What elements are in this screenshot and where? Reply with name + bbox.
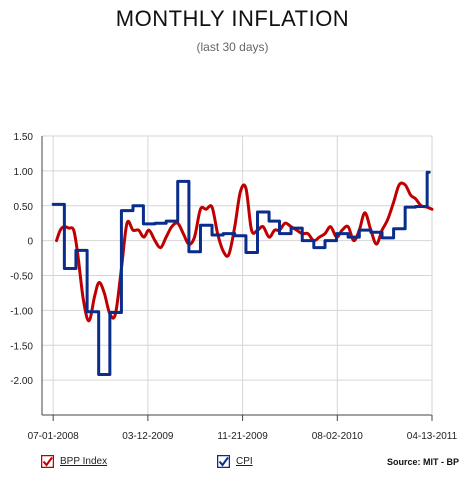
checkbox-bpp-index-icon[interactable]: [41, 455, 54, 468]
x-tick-label: 07-01-2008: [28, 431, 80, 442]
source-label: Source: MIT - BP: [386, 457, 459, 467]
x-tick-label: 03-12-2009: [122, 431, 174, 442]
series-line-bpp-index: [55, 181, 434, 323]
axis-layer: [41, 136, 433, 421]
y-tick-label: -2.00: [10, 376, 33, 387]
legend-label-cpi[interactable]: CPI: [236, 456, 253, 467]
tick-label-layer: 1.50 1.00 0.50 0 -0.50 -1.00 -1.50 -2.00 07-01-2…: [10, 132, 457, 442]
x-tick-label: 04-13-2011: [407, 431, 458, 442]
x-tick-label: 08-02-2010: [312, 431, 364, 442]
y-tick-label: 0.50: [14, 202, 34, 213]
y-tick-label: -0.50: [10, 272, 33, 283]
series-line-cpi: [51, 170, 431, 377]
chart-subtitle: (last 30 days): [196, 40, 269, 54]
inflation-chart: 1.50 1.00 0.50 0 -0.50 -1.00 -1.50 -2.00 07-01-2…: [10, 132, 457, 442]
y-tick-label: 0: [27, 237, 33, 248]
y-tick-label: -1.00: [10, 306, 33, 317]
series-layer: [51, 170, 434, 377]
y-tick-label: 1.50: [14, 132, 34, 143]
legend-item-bpp-index[interactable]: BPP Index: [41, 455, 107, 468]
chart-title: MONTHLY INFLATION: [115, 6, 350, 31]
y-tick-label: -1.50: [10, 341, 33, 352]
y-tick-label: 1.00: [14, 167, 34, 178]
checkbox-cpi-icon[interactable]: [217, 455, 230, 468]
legend-label-bpp-index[interactable]: BPP Index: [60, 456, 108, 467]
legend-item-cpi[interactable]: CPI: [217, 455, 253, 468]
x-tick-label: 11-21-2009: [217, 431, 268, 442]
